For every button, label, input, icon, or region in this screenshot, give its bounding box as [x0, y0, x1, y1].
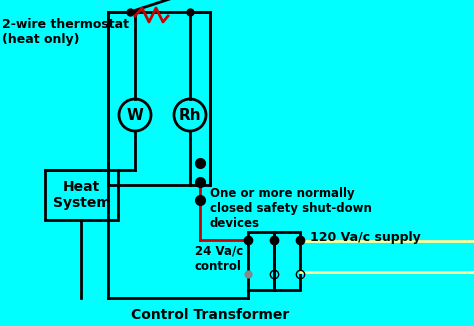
- Text: 120 Va/c supply: 120 Va/c supply: [310, 231, 421, 244]
- Text: Control Transformer: Control Transformer: [131, 308, 289, 322]
- Text: 24 Va/c
control: 24 Va/c control: [195, 245, 243, 273]
- Text: W: W: [127, 108, 144, 123]
- Bar: [45, 170, 118, 220]
- Text: Heat
System: Heat System: [53, 180, 110, 210]
- Bar: [108, 12, 210, 185]
- Text: 2-wire thermostat
(heat only): 2-wire thermostat (heat only): [2, 18, 129, 46]
- Bar: [248, 232, 274, 290]
- Text: One or more normally
closed safety shut-down
devices: One or more normally closed safety shut-…: [210, 187, 372, 230]
- Bar: [274, 232, 300, 290]
- Text: Rh: Rh: [179, 108, 201, 123]
